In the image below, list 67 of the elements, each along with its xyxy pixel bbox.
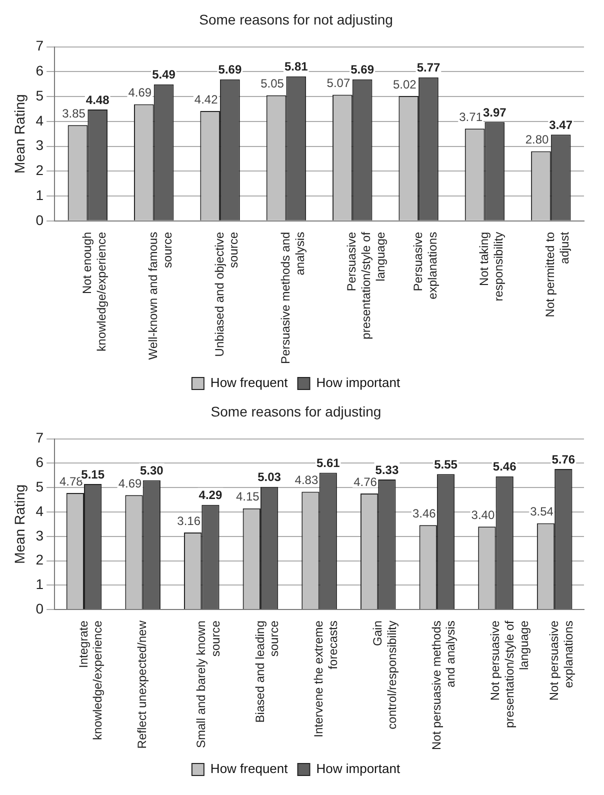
y-tick-label: 7 — [36, 430, 44, 446]
y-tick-label: 4 — [36, 112, 44, 128]
data-label: 4.69 — [128, 86, 152, 100]
x-tick-label: Persuasive presentation/style of language — [344, 231, 388, 340]
data-label: 5.49 — [152, 68, 176, 82]
data-label: 5.46 — [492, 460, 517, 474]
data-label: 5.15 — [81, 467, 105, 482]
y-tick-label: 7 — [36, 38, 44, 54]
y-tick-label: 6 — [36, 62, 44, 79]
data-label: 5.61 — [316, 456, 340, 470]
data-label: 5.81 — [284, 60, 308, 74]
data-label: 4.83 — [294, 473, 318, 488]
data-label: 3.16 — [177, 514, 201, 528]
data-label: 5.33 — [375, 462, 399, 477]
x-tick-label: Small and barely known source — [194, 620, 222, 748]
data-label: 5.05 — [260, 76, 284, 91]
data-label: 2.80 — [525, 132, 549, 147]
y-tick-label: 3 — [36, 527, 44, 544]
data-label: 5.69 — [350, 62, 374, 77]
y-axis-title: Mean Rating — [11, 484, 28, 564]
x-tick-label: Unbiased and objective source — [212, 232, 241, 357]
chart-title: Some reasons for adjusting — [210, 403, 382, 420]
legend-label: How important — [316, 375, 400, 390]
x-tick-label: Biased and leading source — [252, 620, 282, 723]
x-tick-label: Reflect unexpected/new — [135, 620, 150, 749]
y-tick-label: 0 — [36, 600, 44, 616]
data-label: 5.55 — [434, 457, 458, 472]
y-tick-label: 4 — [36, 502, 44, 519]
y-tick-label: 2 — [36, 552, 44, 568]
data-label: 4.29 — [198, 488, 222, 502]
y-axis-title: Mean Rating — [11, 94, 28, 174]
data-label: 4.69 — [118, 476, 142, 490]
data-label: 3.47 — [549, 118, 573, 132]
data-label: 3.54 — [530, 504, 554, 519]
data-label: 5.77 — [416, 60, 440, 75]
data-label: 3.46 — [412, 506, 436, 520]
data-label: 3.85 — [62, 106, 86, 120]
data-label: 4.76 — [354, 474, 378, 489]
data-label: 5.07 — [326, 76, 350, 90]
legend-label: How important — [316, 761, 400, 776]
data-label: 5.76 — [552, 452, 576, 466]
y-tick-label: 1 — [36, 576, 44, 592]
legend-label: How frequent — [210, 375, 288, 390]
y-tick-label: 6 — [36, 454, 44, 470]
data-label: 4.15 — [236, 490, 260, 504]
data-label: 5.02 — [392, 77, 417, 92]
x-tick-label: Not enough knowledge/experience — [80, 232, 108, 352]
x-tick-label: Well-known and famous source — [146, 232, 175, 360]
data-label: 3.97 — [482, 105, 507, 120]
legend-label: How frequent — [210, 761, 288, 776]
y-tick-label: 5 — [36, 87, 44, 104]
x-tick-label: Not permitted to adjust — [543, 231, 572, 318]
data-label: 5.30 — [140, 464, 164, 478]
data-label: 4.48 — [86, 92, 110, 107]
data-label: 4.42 — [194, 92, 218, 106]
y-tick-label: 3 — [36, 137, 44, 154]
x-tick-label: Persuasive methods and analysis — [278, 232, 307, 364]
x-tick-label: Integrate knowledge/experience — [76, 620, 105, 740]
y-tick-label: 2 — [36, 162, 44, 178]
y-tick-label: 1 — [36, 186, 44, 203]
chart-title: Some reasons for not adjusting — [199, 11, 393, 28]
data-label: 3.40 — [471, 508, 495, 522]
data-label: 5.03 — [258, 470, 282, 484]
y-tick-label: 5 — [36, 478, 44, 494]
data-label: 5.69 — [218, 62, 242, 77]
y-tick-label: 0 — [36, 212, 44, 228]
data-label: 3.71 — [459, 110, 483, 124]
